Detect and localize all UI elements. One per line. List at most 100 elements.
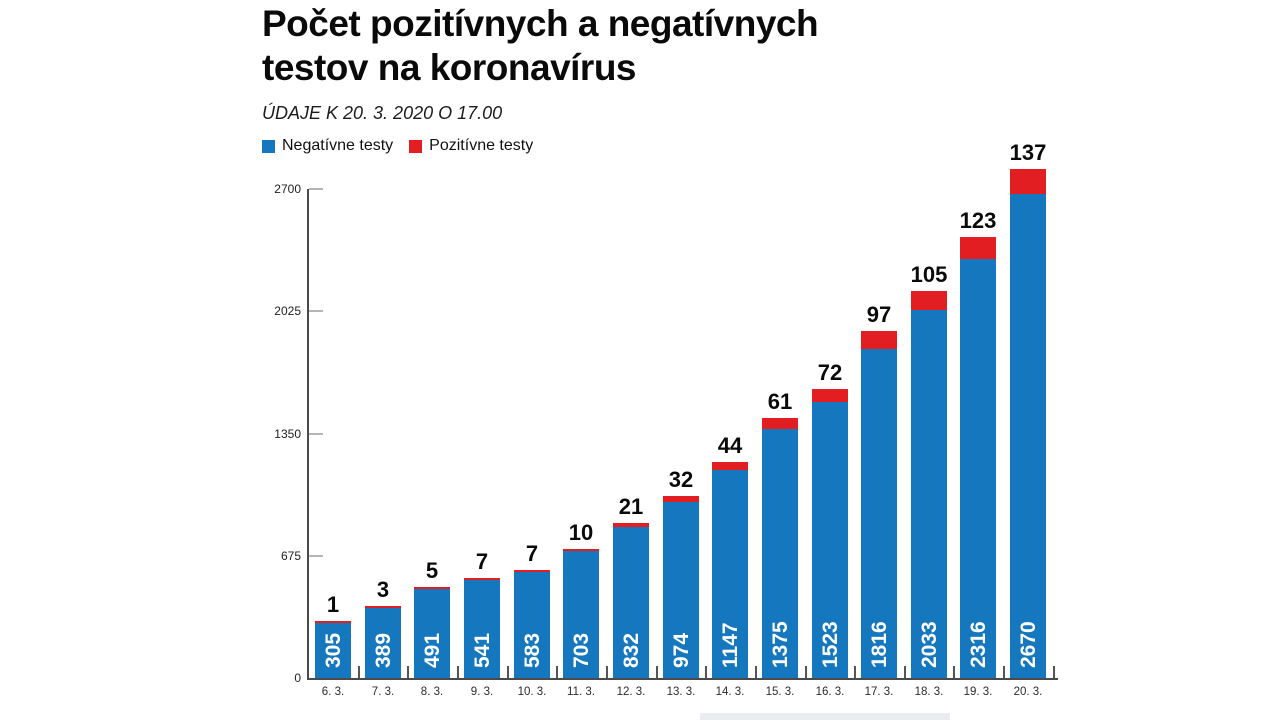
bar-negative-value-label: 541 [470,632,494,668]
y-tick-label: 1350 [274,426,301,441]
x-tick [755,666,757,678]
bar-negative-value-label: 832 [619,632,643,668]
bar-negative-value-label: 1523 [818,621,842,668]
x-tick-label: 9. 3. [470,686,494,698]
bar-positive-value-label: 5 [425,558,439,583]
bar-positive-value-label: 61 [767,389,793,414]
bar-positive-segment [911,291,947,310]
x-tick-label: 19. 3. [963,686,993,698]
bar-negative-segment [1010,194,1046,678]
x-tick-label: 20. 3. [1013,686,1043,698]
bar-negative-segment [414,589,450,678]
bar-positive-value-label: 10 [568,520,594,545]
bar-positive-value-label: 7 [525,541,539,566]
x-tick-label: 15. 3. [765,686,795,698]
x-tick [1053,666,1055,678]
bar-positive-value-label: 44 [717,433,743,458]
bar-negative-segment [365,608,401,678]
bar-positive-value-label: 72 [817,360,843,385]
bar-negative-value-label: 703 [569,632,593,668]
x-tick-label: 13. 3. [666,686,696,698]
x-tick-label: 10. 3. [517,686,547,698]
x-tick [457,666,459,678]
page-title-line1: Počet pozitívnych a negatívnych [262,3,819,44]
x-tick [507,666,509,678]
legend-label-negative: Negatívne testy [282,137,394,154]
bar-positive-segment [365,606,401,608]
page-title: Počet pozitívnych a negatívnych testov n… [262,2,1022,90]
x-tick-label: 17. 3. [864,686,894,698]
bar-negative-value-label: 389 [371,632,395,668]
bar-negative-value-label: 2316 [966,621,990,668]
bar-positive-segment [812,389,848,402]
bar-negative-segment [464,580,500,678]
cropped-watermark-artifact [700,713,950,720]
x-tick-label: 6. 3. [321,686,345,698]
y-axis-line [307,189,309,680]
bar-negative-segment [960,259,996,678]
bar-negative-value-label: 1147 [718,622,742,668]
bar-negative-segment [812,402,848,678]
bar-negative-segment [315,623,351,678]
bar-positive-segment [315,621,351,623]
bar-negative-value-label: 305 [321,632,345,668]
bar-negative-segment [663,502,699,678]
x-tick-label: 7. 3. [371,686,395,698]
bar-negative-segment [712,470,748,678]
bar-negative-value-label: 2033 [917,621,941,668]
bar-negative-value-label: 583 [520,632,544,668]
bar-positive-value-label: 7 [475,549,489,574]
bar-negative-value-label: 1375 [768,621,792,668]
bar-negative-segment [514,572,550,678]
y-tick [309,188,323,190]
x-tick [705,666,707,678]
positive-legend-swatch-icon [409,139,423,153]
x-tick-label: 18. 3. [914,686,944,698]
bar-positive-value-label: 32 [668,467,694,492]
x-tick [556,666,558,678]
y-tick-label: 675 [280,548,301,563]
bar-positive-value-label: 97 [866,302,892,327]
y-tick [309,432,323,435]
legend: Negatívne testy Pozitívne testy [262,137,533,155]
legend-item-negative: Negatívne testy [262,137,393,155]
bar-positive-value-label: 105 [910,262,948,287]
x-tick [805,666,807,678]
x-tick [953,666,955,678]
legend-item-positive: Pozitívne testy [409,137,533,155]
chart-subtitle: ÚDAJE K 20. 3. 2020 O 17.00 [262,103,503,123]
bar-positive-value-label: 123 [959,208,997,233]
y-tick [309,310,323,313]
bar-positive-segment [414,587,450,589]
x-tick-label: 12. 3. [616,686,646,698]
y-tick-label: 0 [294,671,301,685]
x-tick [606,666,608,678]
bar-positive-segment [1010,169,1046,194]
bar-positive-segment [663,496,699,502]
x-tick [854,666,856,678]
page-title-line2: testov na koronavírus [262,47,637,88]
bar-negative-segment [911,310,947,678]
x-tick [358,666,360,678]
x-tick [656,666,658,678]
bar-negative-value-label: 974 [669,632,693,668]
bar-positive-segment [762,418,798,429]
bar-negative-segment [613,527,649,678]
x-tick-label: 14. 3. [715,686,745,698]
x-tick [1003,666,1005,678]
y-tick [309,554,323,557]
bar-positive-value-label: 21 [618,494,644,519]
bar-positive-segment [712,462,748,470]
bar-positive-segment [960,237,996,259]
x-tick [407,666,409,678]
bar-positive-segment [514,570,550,572]
bar-positive-value-label: 1 [326,592,340,617]
bar-positive-segment [613,523,649,527]
bar-negative-segment [861,349,897,678]
x-tick-label: 16. 3. [815,686,845,698]
bar-negative-segment [762,429,798,678]
x-axis-line [307,678,1058,680]
bar-positive-value-label: 3 [376,577,390,602]
